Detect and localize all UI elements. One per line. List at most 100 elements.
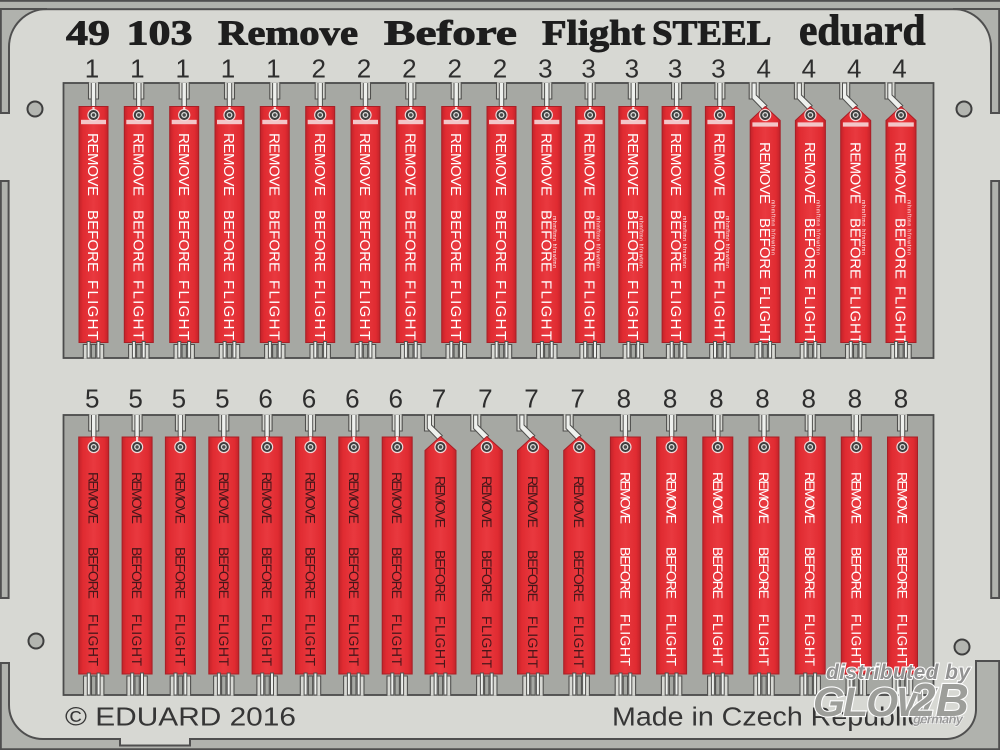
svg-text:3: 3 xyxy=(711,54,725,84)
svg-text:BEFORE: BEFORE xyxy=(846,218,863,279)
svg-text:2B: 2B xyxy=(909,674,969,726)
svg-text:FLIGHT: FLIGHT xyxy=(756,614,772,666)
svg-text:REMOVE: REMOVE xyxy=(664,472,680,524)
svg-text:FLIGHT: FLIGHT xyxy=(846,286,863,344)
svg-text:FLIGHT: FLIGHT xyxy=(432,616,448,668)
svg-text:REMOVE: REMOVE xyxy=(84,133,101,196)
svg-text:REMOVE: REMOVE xyxy=(525,476,541,528)
svg-text:BEFORE: BEFORE xyxy=(492,210,509,272)
svg-text:2: 2 xyxy=(402,54,416,84)
svg-text:BEFORE: BEFORE xyxy=(172,547,188,599)
svg-text:3: 3 xyxy=(581,54,595,84)
svg-text:5: 5 xyxy=(85,384,99,414)
svg-text:BEFORE: BEFORE xyxy=(892,218,909,279)
svg-text:REMOVE: REMOVE xyxy=(311,133,328,196)
svg-text:mhmftmn hfmwtmn: mhmftmn hfmwtmn xyxy=(681,216,687,268)
svg-text:7: 7 xyxy=(432,384,446,414)
svg-text:8: 8 xyxy=(801,384,815,414)
svg-text:REMOVE: REMOVE xyxy=(175,133,192,196)
svg-text:mhmftmn hfmwtmn: mhmftmn hfmwtmn xyxy=(594,216,600,268)
svg-text:distributed by: distributed by xyxy=(826,661,971,684)
svg-text:BEFORE: BEFORE xyxy=(801,218,818,279)
svg-text:BEFORE: BEFORE xyxy=(265,210,282,272)
svg-text:FLIGHT: FLIGHT xyxy=(624,280,641,340)
svg-text:6: 6 xyxy=(258,384,272,414)
svg-text:REMOVE: REMOVE xyxy=(447,133,464,196)
svg-text:REMOVE: REMOVE xyxy=(892,142,909,204)
svg-text:6: 6 xyxy=(345,384,359,414)
svg-text:FLIGHT: FLIGHT xyxy=(220,280,237,340)
svg-text:mhmftmn hfmwtmn: mhmftmn hfmwtmn xyxy=(724,216,730,268)
svg-text:FLIGHT: FLIGHT xyxy=(447,280,464,340)
svg-text:103: 103 xyxy=(127,14,193,53)
svg-text:REMOVE: REMOVE xyxy=(846,142,863,204)
svg-text:7: 7 xyxy=(524,384,538,414)
svg-text:BEFORE: BEFORE xyxy=(756,547,772,599)
svg-text:8: 8 xyxy=(663,384,677,414)
svg-text:mhmftmn hfmwtmn: mhmftmn hfmwtmn xyxy=(770,200,776,255)
svg-text:FLIGHT: FLIGHT xyxy=(216,614,232,666)
svg-text:REMOVE: REMOVE xyxy=(571,476,587,528)
svg-text:REMOVE: REMOVE xyxy=(894,472,910,524)
svg-text:6: 6 xyxy=(388,384,402,414)
svg-text:REMOVE: REMOVE xyxy=(581,133,598,196)
svg-text:REMOVE: REMOVE xyxy=(537,133,554,196)
svg-text:3: 3 xyxy=(668,54,682,84)
svg-text:3: 3 xyxy=(538,54,552,84)
svg-text:REMOVE: REMOVE xyxy=(172,472,188,524)
svg-text:REMOVE: REMOVE xyxy=(848,472,864,524)
svg-text:BEFORE: BEFORE xyxy=(711,210,728,272)
svg-text:Before: Before xyxy=(384,13,517,52)
svg-text:REMOVE: REMOVE xyxy=(756,472,772,524)
svg-text:BEFORE: BEFORE xyxy=(175,210,192,272)
svg-text:FLIGHT: FLIGHT xyxy=(84,280,101,340)
svg-text:FLIGHT: FLIGHT xyxy=(537,280,554,340)
svg-text:REMOVE: REMOVE xyxy=(129,472,145,524)
svg-text:REMOVE: REMOVE xyxy=(86,472,102,524)
svg-text:BEFORE: BEFORE xyxy=(129,210,146,272)
svg-text:FLIGHT: FLIGHT xyxy=(894,614,910,666)
svg-text:FLIGHT: FLIGHT xyxy=(265,280,282,340)
svg-text:BEFORE: BEFORE xyxy=(129,547,145,599)
svg-text:5: 5 xyxy=(215,384,229,414)
svg-text:FLIGHT: FLIGHT xyxy=(802,614,818,666)
svg-text:BEFORE: BEFORE xyxy=(311,210,328,272)
svg-text:FLIGHT: FLIGHT xyxy=(311,280,328,340)
svg-text:FLIGHT: FLIGHT xyxy=(129,614,145,666)
svg-text:FLIGHT: FLIGHT xyxy=(479,616,495,668)
svg-text:STEEL: STEEL xyxy=(652,13,771,52)
svg-text:REMOVE: REMOVE xyxy=(216,472,232,524)
svg-text:FLIGHT: FLIGHT xyxy=(892,286,909,344)
svg-text:BEFORE: BEFORE xyxy=(401,210,418,272)
svg-text:FLIGHT: FLIGHT xyxy=(571,616,587,668)
svg-text:FLIGHT: FLIGHT xyxy=(581,280,598,340)
svg-text:2: 2 xyxy=(311,54,325,84)
svg-text:BEFORE: BEFORE xyxy=(848,547,864,599)
svg-text:6: 6 xyxy=(302,384,316,414)
svg-text:FLIGHT: FLIGHT xyxy=(129,280,146,340)
svg-text:REMOVE: REMOVE xyxy=(129,133,146,196)
svg-text:FLIGHT: FLIGHT xyxy=(401,280,418,340)
svg-text:REMOVE: REMOVE xyxy=(479,476,495,528)
svg-text:FLIGHT: FLIGHT xyxy=(175,280,192,340)
svg-text:REMOVE: REMOVE xyxy=(711,133,728,196)
svg-text:mhmftmn hfmwtmn: mhmftmn hfmwtmn xyxy=(815,200,821,255)
svg-text:FLIGHT: FLIGHT xyxy=(86,614,102,666)
svg-text:BEFORE: BEFORE xyxy=(664,547,680,599)
svg-text:REMOVE: REMOVE xyxy=(302,472,318,524)
svg-text:Flight: Flight xyxy=(542,14,645,53)
svg-text:8: 8 xyxy=(894,384,908,414)
svg-text:FLIGHT: FLIGHT xyxy=(801,286,818,344)
svg-text:FLIGHT: FLIGHT xyxy=(302,614,318,666)
svg-text:REMOVE: REMOVE xyxy=(617,472,633,524)
svg-text:BEFORE: BEFORE xyxy=(710,547,726,599)
svg-text:BEFORE: BEFORE xyxy=(447,210,464,272)
svg-text:BEFORE: BEFORE xyxy=(216,547,232,599)
svg-text:BEFORE: BEFORE xyxy=(220,210,237,272)
svg-text:REMOVE: REMOVE xyxy=(220,133,237,196)
svg-text:FLIGHT: FLIGHT xyxy=(664,614,680,666)
svg-text:4: 4 xyxy=(802,54,816,84)
svg-text:BEFORE: BEFORE xyxy=(432,550,448,602)
svg-text:FLIGHT: FLIGHT xyxy=(389,614,405,666)
svg-text:REMOVE: REMOVE xyxy=(401,133,418,196)
